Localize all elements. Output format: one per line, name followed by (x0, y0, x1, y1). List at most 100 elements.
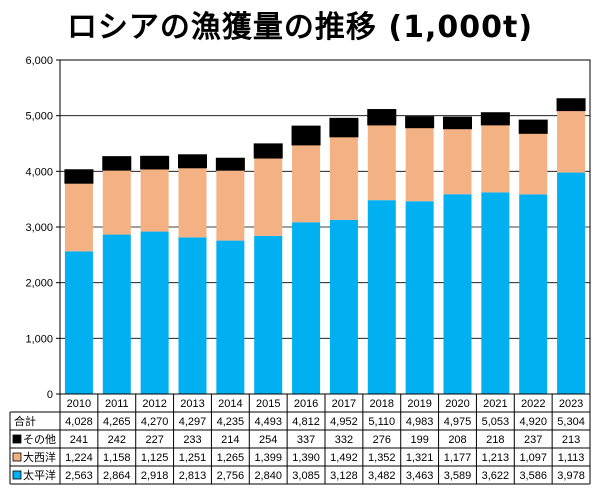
bar-atlantic-2015 (254, 158, 283, 236)
legend-swatch-atlantic (12, 452, 22, 462)
bar-pacific-2016 (292, 222, 321, 394)
bar-other-2021 (480, 112, 510, 126)
bar-other-2017 (329, 117, 359, 138)
data-label-other: 241 (70, 434, 88, 446)
bar-pacific-2011 (102, 234, 131, 394)
y-tick-label: 0 (47, 389, 53, 401)
bar-other-2022 (518, 119, 548, 134)
bar-atlantic-2013 (178, 167, 207, 238)
legend-swatch-pacific (12, 470, 22, 480)
x-tick-label: 2011 (105, 398, 129, 410)
data-label-pacific: 3,128 (330, 470, 358, 482)
bar-pacific-2019 (405, 201, 434, 394)
data-label-pacific: 3,978 (557, 470, 585, 482)
x-tick-label: 2023 (559, 398, 583, 410)
data-label-other: 337 (297, 434, 315, 446)
total-value: 4,297 (179, 416, 207, 428)
total-value: 5,110 (368, 416, 395, 428)
y-tick-label: 2,000 (25, 278, 53, 290)
data-label-other: 208 (448, 434, 466, 446)
bar-layer (64, 98, 586, 394)
total-value: 4,812 (292, 416, 320, 428)
data-label-atlantic: 1,251 (179, 452, 207, 464)
x-tick-label: 2014 (218, 398, 242, 410)
bar-pacific-2014 (216, 240, 245, 394)
bar-pacific-2022 (519, 194, 548, 394)
x-tick-label: 2021 (483, 398, 507, 410)
data-label-other: 218 (486, 434, 504, 446)
data-label-atlantic: 1,125 (141, 452, 169, 464)
bar-atlantic-2010 (64, 183, 93, 252)
data-label-atlantic: 1,213 (482, 452, 510, 464)
data-label-other: 214 (221, 434, 239, 446)
bar-other-2020 (442, 116, 473, 130)
x-tick-label: 2016 (294, 398, 318, 410)
legend-label-pacific: 太平洋 (23, 468, 56, 482)
bar-pacific-2023 (557, 172, 586, 394)
data-label-other: 237 (524, 434, 542, 446)
data-label-other: 242 (108, 434, 126, 446)
data-label-pacific: 3,482 (368, 470, 396, 482)
x-tick-label: 2017 (332, 398, 356, 410)
data-label-atlantic: 1,177 (444, 452, 472, 464)
data-label-other: 227 (145, 434, 163, 446)
data-label-pacific: 3,586 (519, 470, 547, 482)
bar-other-2013 (177, 154, 208, 169)
data-label-pacific: 3,463 (406, 470, 434, 482)
bar-other-2018 (367, 109, 397, 126)
data-label-other: 233 (183, 434, 201, 446)
bar-atlantic-2022 (519, 133, 548, 195)
x-tick-label: 2010 (67, 398, 91, 410)
bar-other-2016 (291, 125, 321, 146)
data-label-atlantic: 1,321 (406, 452, 434, 464)
data-label-atlantic: 1,224 (65, 452, 93, 464)
bar-pacific-2021 (481, 192, 510, 394)
bar-other-2014 (215, 157, 245, 171)
bar-pacific-2015 (254, 235, 283, 394)
bar-pacific-2018 (367, 200, 396, 394)
data-label-atlantic: 1,399 (254, 452, 282, 464)
bar-pacific-2020 (443, 194, 472, 394)
bar-atlantic-2016 (292, 144, 321, 223)
bar-atlantic-2011 (102, 170, 131, 235)
bar-atlantic-2023 (557, 110, 586, 173)
x-tick-label: 2020 (445, 398, 469, 410)
bar-atlantic-2021 (481, 124, 510, 193)
total-value: 5,304 (557, 416, 585, 428)
total-value: 4,265 (103, 416, 131, 428)
total-value: 4,493 (254, 416, 282, 428)
data-label-pacific: 3,589 (444, 470, 472, 482)
bar-pacific-2012 (140, 231, 169, 394)
data-label-pacific: 2,864 (103, 470, 131, 482)
data-label-other: 276 (373, 434, 391, 446)
data-label-other: 254 (259, 434, 277, 446)
data-label-other: 213 (562, 434, 580, 446)
x-tick-label: 2015 (256, 398, 280, 410)
total-value: 4,270 (141, 416, 169, 428)
bar-atlantic-2020 (443, 128, 472, 195)
y-tick-label: 4,000 (25, 166, 53, 178)
total-value: 4,975 (444, 416, 472, 428)
total-value: 4,952 (330, 416, 358, 428)
data-table: 2010 2011 2012 2013 2014 2015 2016 2017 2018 2019… (9, 393, 591, 485)
legend-label-atlantic: 大西洋 (23, 450, 56, 464)
data-label-atlantic: 1,492 (330, 452, 358, 464)
total-value: 4,983 (406, 416, 434, 428)
y-tick-label: 3,000 (25, 222, 53, 234)
data-label-pacific: 2,563 (65, 470, 93, 482)
y-tick-label: 1,000 (25, 333, 53, 345)
bar-pacific-2010 (64, 251, 93, 394)
row-label-total: 合計 (14, 414, 36, 428)
bar-other-2023 (556, 98, 586, 112)
x-tick-label: 2018 (370, 398, 394, 410)
y-tick-label: 6,000 (25, 55, 53, 67)
total-value: 4,920 (519, 416, 547, 428)
data-label-other: 332 (335, 434, 353, 446)
total-value: 4,235 (217, 416, 245, 428)
x-tick-label: 2012 (142, 398, 166, 410)
data-label-atlantic: 1,265 (217, 452, 245, 464)
axis-layer: 0 1,000 2,000 3,000 4,000 5,000 6,000 (25, 55, 60, 401)
data-label-pacific: 2,840 (254, 470, 282, 482)
data-label-pacific: 2,918 (141, 470, 169, 482)
